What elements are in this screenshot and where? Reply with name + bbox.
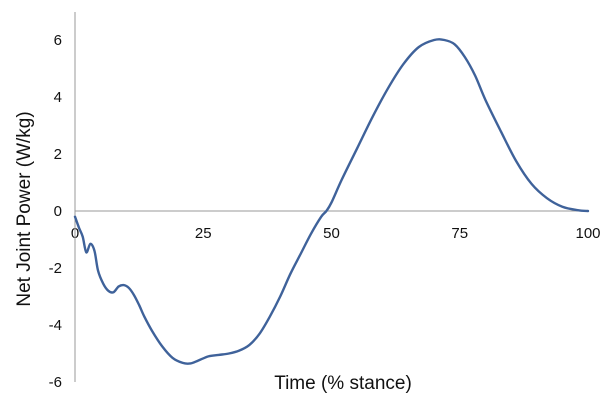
y-tick-label: -4	[49, 317, 62, 334]
y-axis-tick-labels: -6 -4 -2 0 2 4 6	[49, 32, 62, 391]
x-tick-label: 25	[195, 225, 212, 242]
y-tick-label: 6	[54, 32, 62, 49]
y-tick-label: -6	[49, 374, 62, 391]
series-line	[73, 38, 590, 365]
y-axis-title: Net Joint Power (W/kg)	[14, 111, 35, 306]
y-tick-label: 4	[54, 89, 62, 106]
series-layer	[73, 38, 590, 365]
x-axis-title: Time (% stance)	[274, 373, 412, 394]
x-axis-tick-labels: 0 25 50 75 100	[71, 225, 600, 242]
x-tick-label: 100	[575, 225, 600, 242]
y-tick-label: 2	[54, 146, 62, 163]
x-tick-label: 50	[323, 225, 340, 242]
x-tick-label: 75	[451, 225, 468, 242]
y-tick-label: -2	[49, 260, 62, 277]
y-tick-label: 0	[54, 203, 62, 220]
